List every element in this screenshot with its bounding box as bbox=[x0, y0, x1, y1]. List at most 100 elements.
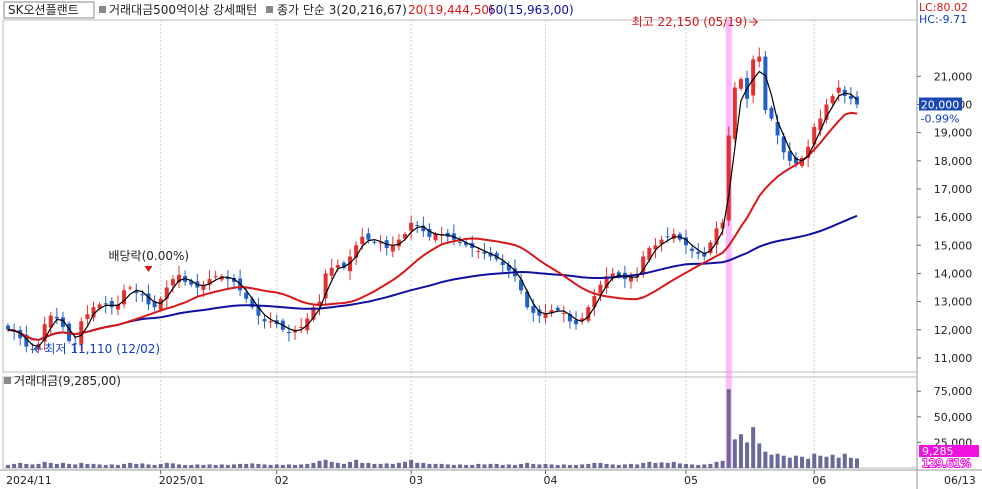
candle-body bbox=[115, 304, 120, 310]
candle-body bbox=[219, 276, 224, 280]
dividend-marker bbox=[144, 266, 153, 272]
volume-title-marker bbox=[4, 377, 11, 384]
volume-panel bbox=[2, 376, 918, 469]
volume-bar bbox=[323, 459, 328, 468]
candle-body bbox=[720, 222, 725, 229]
candle-body bbox=[311, 307, 316, 320]
price-tick-label: 19,000 bbox=[934, 127, 973, 140]
candle-body bbox=[24, 334, 29, 347]
volume-bar bbox=[793, 455, 798, 468]
candle-body bbox=[567, 313, 572, 322]
volume-bar bbox=[299, 464, 304, 468]
candle-body bbox=[665, 236, 670, 238]
candle-body bbox=[592, 295, 597, 308]
volume-bar bbox=[494, 463, 499, 468]
candle-body bbox=[341, 262, 346, 268]
high-annotation: 최고 22,150 (05/19) bbox=[632, 15, 748, 29]
volume-bar bbox=[293, 464, 298, 468]
ma20-line bbox=[7, 111, 858, 341]
volume-bar bbox=[519, 463, 524, 468]
x-tick-label: 04 bbox=[543, 474, 557, 487]
candle-body bbox=[506, 264, 511, 271]
volume-bar bbox=[726, 389, 731, 468]
candle-body bbox=[604, 276, 609, 289]
volume-bar bbox=[812, 453, 817, 468]
candle-body bbox=[140, 294, 145, 296]
volume-bar bbox=[128, 462, 133, 468]
volume-bar bbox=[97, 464, 102, 468]
candle-body bbox=[177, 274, 182, 283]
volume-bar bbox=[488, 463, 493, 468]
volume-bar bbox=[250, 463, 255, 468]
price-tick-label: 17,000 bbox=[934, 183, 973, 196]
volume-bar bbox=[122, 463, 127, 468]
candle-body bbox=[256, 304, 261, 316]
candle-body bbox=[574, 320, 579, 325]
volume-bar bbox=[170, 463, 175, 468]
volume-bar bbox=[616, 464, 621, 468]
candle-body bbox=[836, 87, 841, 93]
volume-bar bbox=[103, 464, 108, 468]
volume-bar bbox=[848, 457, 853, 468]
volume-bar bbox=[286, 464, 291, 468]
candle-body bbox=[641, 256, 646, 275]
volume-current: 9,285 bbox=[922, 445, 954, 458]
ma60-line bbox=[7, 214, 858, 341]
volume-bar bbox=[464, 464, 469, 468]
volume-bar bbox=[592, 462, 597, 468]
x-tick-label: 2025/01 bbox=[159, 474, 205, 487]
volume-bar bbox=[574, 464, 579, 468]
price-tick-label: 16,000 bbox=[934, 211, 973, 224]
x-tick-label: 05 bbox=[684, 474, 698, 487]
candle-body bbox=[763, 56, 768, 111]
volume-bar bbox=[751, 427, 756, 468]
candle-body bbox=[659, 239, 664, 245]
candle-body bbox=[299, 326, 304, 328]
candle-body bbox=[348, 256, 353, 272]
volume-bar bbox=[677, 463, 682, 468]
candle-body bbox=[488, 252, 493, 257]
candle-body bbox=[97, 304, 102, 309]
candle-body bbox=[268, 321, 273, 323]
candle-body bbox=[354, 245, 359, 258]
candle-body bbox=[109, 301, 114, 308]
volume-bar bbox=[213, 464, 218, 468]
volume-bar bbox=[653, 462, 658, 468]
candle-body bbox=[42, 324, 47, 342]
stock-name-box[interactable] bbox=[3, 1, 95, 19]
ma60-label: 60(15,963,00) bbox=[488, 3, 574, 17]
volume-bar bbox=[598, 462, 603, 468]
candle-body bbox=[769, 107, 774, 119]
candle-body bbox=[647, 248, 652, 260]
volume-bar bbox=[769, 454, 774, 468]
candle-body bbox=[231, 277, 236, 282]
condition-marker bbox=[99, 6, 106, 13]
volume-bar bbox=[445, 464, 450, 468]
candle-body bbox=[103, 303, 108, 305]
volume-bar bbox=[67, 463, 72, 468]
candle-body bbox=[262, 319, 267, 322]
price-tick-label: 11,000 bbox=[934, 352, 973, 365]
stock-name: SK오션플랜트 bbox=[8, 3, 79, 17]
volume-box bbox=[919, 445, 979, 457]
volume-bar bbox=[42, 461, 47, 468]
volume-bar bbox=[177, 464, 182, 468]
volume-bar bbox=[329, 461, 334, 468]
candle-body bbox=[201, 284, 206, 290]
candle-body bbox=[164, 287, 169, 299]
x-tick-label: 02 bbox=[275, 474, 289, 487]
candle-body bbox=[812, 127, 817, 145]
volume-bar bbox=[409, 459, 414, 468]
volume-ratio: 129.61% bbox=[922, 457, 971, 470]
volume-bar bbox=[219, 464, 224, 468]
candle-body bbox=[128, 287, 133, 289]
volume-bar bbox=[134, 463, 139, 468]
price-tick-label: 21,000 bbox=[934, 70, 973, 83]
candle-body bbox=[360, 236, 365, 245]
volume-bar bbox=[604, 463, 609, 468]
volume-bar bbox=[280, 464, 285, 468]
volume-bar bbox=[635, 464, 640, 468]
volume-bar bbox=[335, 462, 340, 468]
